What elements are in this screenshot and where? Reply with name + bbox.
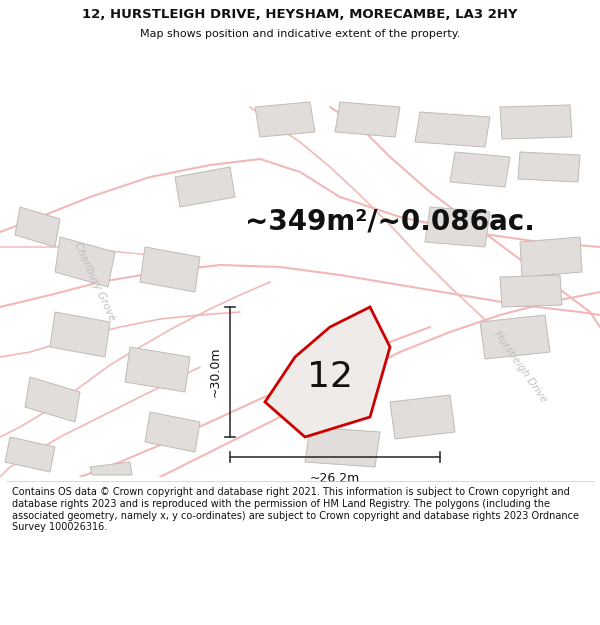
Text: ~30.0m: ~30.0m bbox=[209, 347, 222, 398]
Polygon shape bbox=[145, 412, 200, 452]
Polygon shape bbox=[125, 347, 190, 392]
Text: ~26.2m: ~26.2m bbox=[310, 472, 360, 485]
Polygon shape bbox=[50, 312, 110, 357]
Polygon shape bbox=[140, 247, 200, 292]
Polygon shape bbox=[25, 377, 80, 422]
Polygon shape bbox=[415, 112, 490, 147]
Polygon shape bbox=[55, 237, 115, 287]
Polygon shape bbox=[265, 307, 390, 437]
Text: Contains OS data © Crown copyright and database right 2021. This information is : Contains OS data © Crown copyright and d… bbox=[12, 488, 579, 532]
Polygon shape bbox=[335, 102, 400, 137]
Text: Hurstleigh Drive: Hurstleigh Drive bbox=[492, 329, 548, 404]
Polygon shape bbox=[90, 462, 132, 475]
Text: ~349m²/~0.086ac.: ~349m²/~0.086ac. bbox=[245, 208, 535, 236]
Text: 12: 12 bbox=[307, 360, 353, 394]
Polygon shape bbox=[5, 437, 55, 472]
Text: Map shows position and indicative extent of the property.: Map shows position and indicative extent… bbox=[140, 29, 460, 39]
Polygon shape bbox=[255, 102, 315, 137]
Polygon shape bbox=[15, 207, 60, 247]
Polygon shape bbox=[518, 152, 580, 182]
Polygon shape bbox=[175, 167, 235, 207]
Polygon shape bbox=[500, 275, 562, 307]
Polygon shape bbox=[450, 152, 510, 187]
Text: 12, HURSTLEIGH DRIVE, HEYSHAM, MORECAMBE, LA3 2HY: 12, HURSTLEIGH DRIVE, HEYSHAM, MORECAMBE… bbox=[82, 9, 518, 21]
Polygon shape bbox=[520, 237, 582, 277]
Polygon shape bbox=[425, 207, 490, 247]
Polygon shape bbox=[305, 427, 380, 467]
Polygon shape bbox=[500, 105, 572, 139]
Polygon shape bbox=[480, 315, 550, 359]
Text: Charlbury Grove: Charlbury Grove bbox=[73, 241, 118, 322]
Polygon shape bbox=[390, 395, 455, 439]
